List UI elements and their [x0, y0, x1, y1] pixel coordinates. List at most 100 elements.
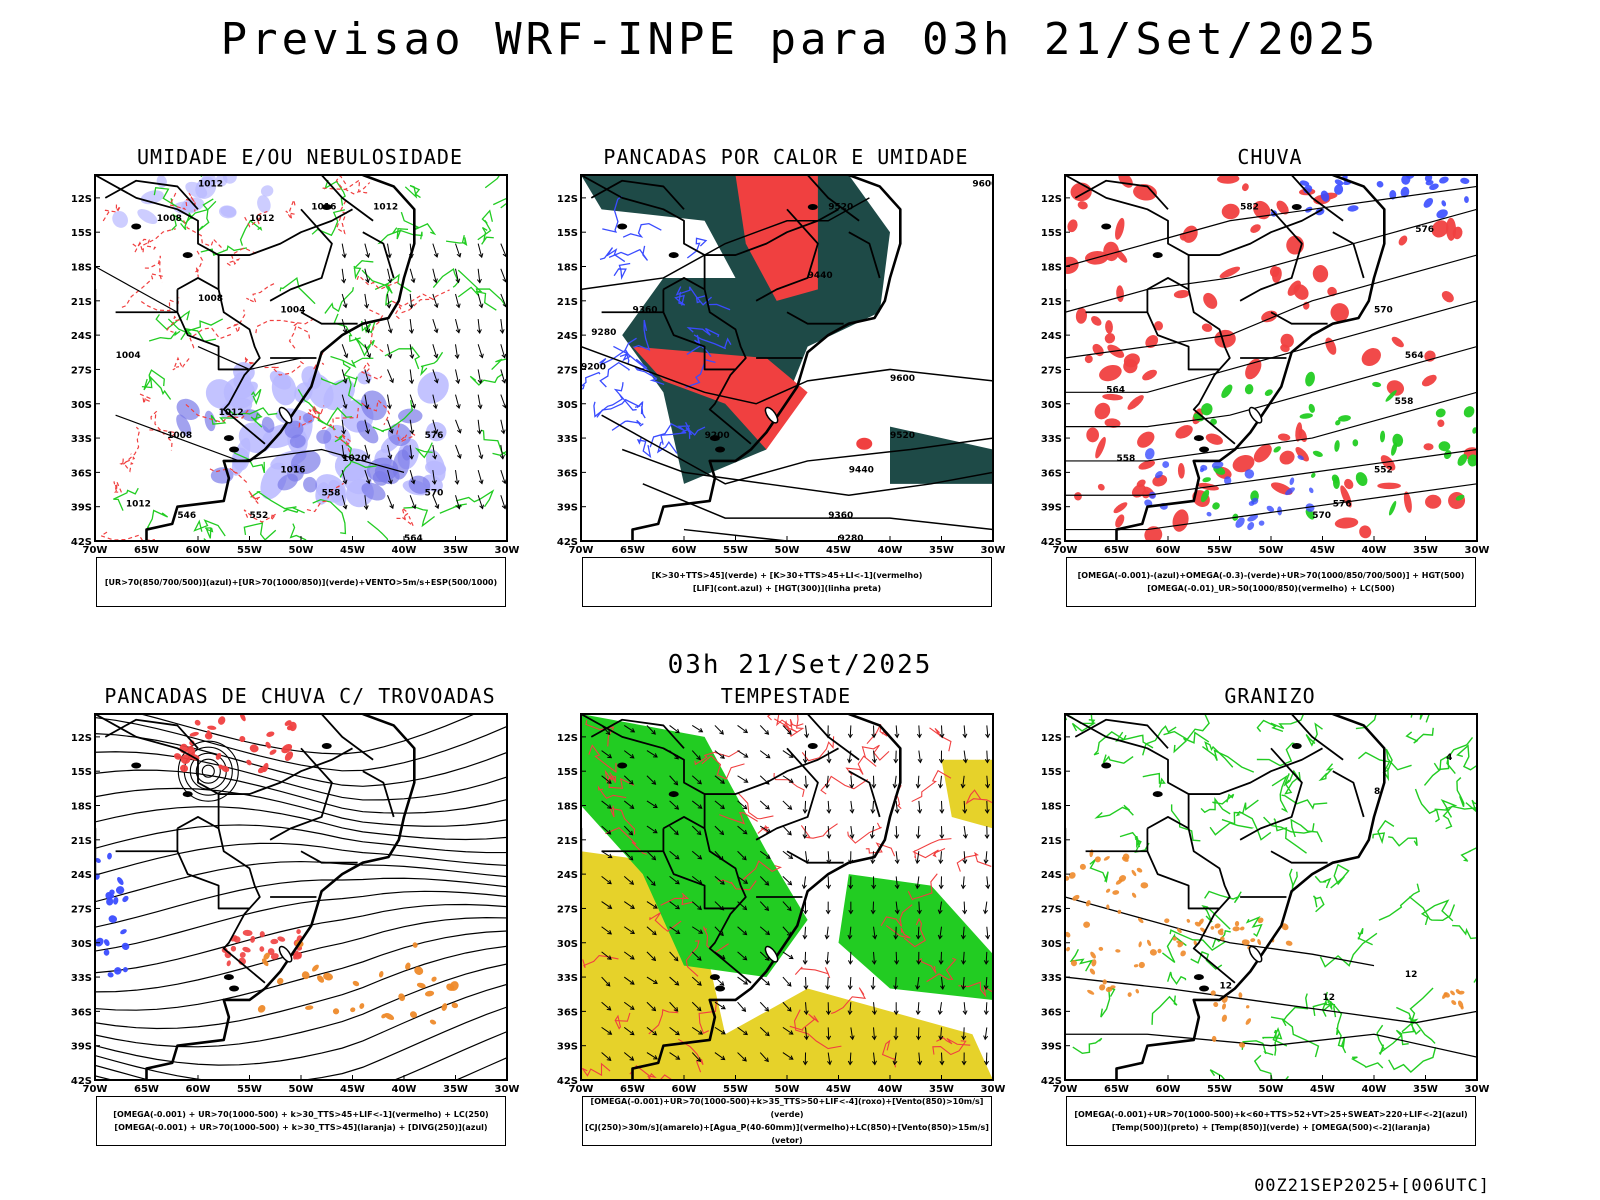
- contour-label: 582: [1240, 202, 1259, 212]
- lon-tick-label: 50W: [1259, 545, 1284, 556]
- contour-label: 4: [1446, 753, 1452, 763]
- contour-label: 12: [1405, 970, 1418, 980]
- contour-label: 1012: [219, 408, 244, 418]
- contour-label: 552: [250, 511, 269, 521]
- lat-tick-label: 27S: [557, 365, 578, 376]
- contour-label: 1012: [373, 202, 398, 212]
- panel-tempestade: 12S 15S 18S 21S 24S 27S 30S 33S 36S 39S 42S 70W 65W 6…: [536, 684, 1036, 1154]
- lat-tick-label: 36S: [71, 1007, 92, 1018]
- lon-tick-label: 60W: [186, 1084, 211, 1095]
- lat-tick-label: 30S: [1041, 939, 1062, 950]
- map-plot: 1012100810121016101210041008101210161020…: [71, 174, 519, 556]
- contour-label: 564: [404, 534, 423, 544]
- lat-tick-label: 36S: [557, 468, 578, 479]
- contour-label: 1012: [198, 179, 223, 189]
- contour-label: 570: [1312, 511, 1331, 521]
- legend-line: [LIF](cont.azul) + [HGT(300)](linha pret…: [692, 584, 882, 593]
- contour-label: 9440: [849, 465, 874, 475]
- legend-line: [OMEGA(-0.001)-(azul)+OMEGA(-0.3)-(verde…: [1077, 571, 1465, 580]
- lon-tick-label: 70W: [1053, 545, 1078, 556]
- legend-box: [K>30+TTS>45](verde) + [K>30+TTS>45+LI<-…: [582, 557, 992, 607]
- lon-tick-label: 50W: [289, 1084, 314, 1095]
- map-plot: 58257657056455855257657056455812S15S18S2…: [1041, 174, 1489, 556]
- contour-label: 9360: [828, 511, 853, 521]
- lon-tick-label: 50W: [775, 545, 800, 556]
- lat-tick-label: 24S: [557, 870, 578, 881]
- lon-tick-label: 70W: [569, 545, 594, 556]
- lat-tick-label: 27S: [71, 365, 92, 376]
- lon-tick-label: 40W: [1362, 1084, 1387, 1095]
- lon-tick-label: 60W: [672, 545, 697, 556]
- lat-tick-label: 27S: [71, 904, 92, 915]
- lon-tick-label: 55W: [723, 545, 748, 556]
- lat-tick-label: 12S: [71, 194, 92, 205]
- lat-tick-label: 12S: [1041, 733, 1062, 744]
- lon-tick-label: 60W: [1156, 545, 1181, 556]
- contour-label: 576: [1415, 225, 1434, 235]
- contour-label: 1012: [126, 500, 151, 510]
- lon-tick-label: 50W: [289, 545, 314, 556]
- contour-label: 558: [1117, 454, 1136, 464]
- lon-tick-label: 40W: [392, 1084, 417, 1095]
- lon-tick-label: 40W: [1362, 545, 1387, 556]
- lon-tick-label: 35W: [1413, 1084, 1438, 1095]
- lon-tick-label: 65W: [134, 545, 159, 556]
- lon-tick-label: 55W: [237, 1084, 262, 1095]
- contour-label: 8: [1374, 787, 1380, 797]
- contour-label: 576: [1333, 500, 1352, 510]
- contour-label: 570: [1374, 305, 1393, 315]
- lon-tick-label: 70W: [1053, 1084, 1078, 1095]
- contour-label: 1008: [198, 294, 223, 304]
- lat-tick-label: 30S: [557, 400, 578, 411]
- lat-tick-label: 42S: [557, 1076, 578, 1087]
- contour-label: 576: [425, 431, 444, 441]
- lon-tick-label: 55W: [1207, 1084, 1232, 1095]
- lat-tick-label: 12S: [1041, 194, 1062, 205]
- contour-label: 552: [1374, 465, 1393, 475]
- lat-tick-label: 15S: [71, 228, 92, 239]
- main-title: Previsao WRF-INPE para 03h 21/Set/2025: [220, 14, 1380, 65]
- legend-line: [CJ(250)>30m/s](amarelo)+[Agua_P(40-60mm…: [585, 1123, 989, 1145]
- lat-tick-label: 18S: [71, 802, 92, 813]
- lon-tick-label: 45W: [826, 1084, 851, 1095]
- contour-label: 1004: [116, 351, 141, 361]
- lat-tick-label: 33S: [71, 434, 92, 445]
- contour-label: 564: [1106, 385, 1125, 395]
- contour-label: 558: [1395, 397, 1414, 407]
- lon-tick-label: 70W: [569, 1084, 594, 1095]
- panel-title: TEMPESTADE: [720, 684, 852, 708]
- lon-tick-label: 35W: [443, 545, 468, 556]
- lat-tick-label: 12S: [71, 733, 92, 744]
- legend-line: [Temp(500)](preto) + [Temp(850)](verde) …: [1111, 1123, 1431, 1132]
- contour-label: 570: [425, 488, 444, 498]
- lat-tick-label: 42S: [71, 537, 92, 548]
- lon-tick-label: 30W: [495, 1084, 520, 1095]
- map-plot: 12 12 12 4 8 12S 15S 18S 21S 24S 27S 30S 33S 36S 39S 42…: [1041, 713, 1489, 1095]
- lon-tick-label: 45W: [826, 545, 851, 556]
- forecast-time-label: 03h 21/Set/2025: [667, 650, 933, 680]
- lon-tick-label: 65W: [1104, 545, 1129, 556]
- panel-umidade: 1012100810121016101210041008101210161020…: [50, 145, 550, 615]
- lat-tick-label: 21S: [71, 836, 92, 847]
- panel-title: UMIDADE E/OU NEBULOSIDADE: [136, 145, 464, 169]
- legend-line: [OMEGA(-0.001)+UR>70(1000-500)+k>35_TTS>…: [590, 1097, 984, 1119]
- lon-tick-label: 30W: [981, 545, 1006, 556]
- panel-title: CHUVA: [1237, 145, 1303, 169]
- lat-tick-label: 18S: [557, 263, 578, 274]
- lat-tick-label: 27S: [557, 904, 578, 915]
- lat-tick-label: 39S: [1041, 1042, 1062, 1053]
- lat-tick-label: 30S: [71, 400, 92, 411]
- lat-tick-label: 39S: [1041, 503, 1062, 514]
- lat-tick-label: 36S: [71, 468, 92, 479]
- lat-tick-label: 42S: [557, 537, 578, 548]
- lat-tick-label: 36S: [1041, 468, 1062, 479]
- panel-title: PANCADAS DE CHUVA C/ TROVOADAS: [104, 684, 496, 708]
- lat-tick-label: 39S: [557, 1042, 578, 1053]
- lat-tick-label: 27S: [1041, 365, 1062, 376]
- lat-tick-label: 21S: [1041, 836, 1062, 847]
- lat-tick-label: 15S: [71, 767, 92, 778]
- map-plot: 9600952094409360928092009600952094409360…: [557, 174, 1006, 556]
- panel-pancadas-calor: 9600 9520 9440 9360 9280 9200 9600 9520 9440 9360…: [536, 145, 1036, 615]
- contour-label: 9200: [581, 362, 606, 372]
- legend-box: [UR>70(850/700/500)](azul)+[UR>70(1000/8…: [96, 557, 506, 607]
